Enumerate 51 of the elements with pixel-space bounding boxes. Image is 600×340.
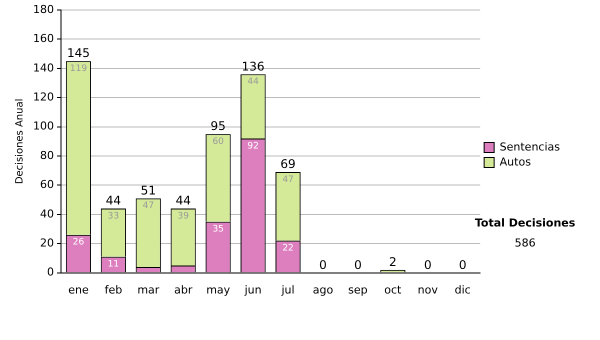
x-tick-label: oct <box>384 283 402 296</box>
y-tick-label: 0 <box>46 266 54 279</box>
text: 586 <box>514 236 536 250</box>
legend-label: Autos <box>500 155 532 168</box>
y-tick-label: 120 <box>32 90 54 104</box>
data-label: 44 <box>247 77 260 88</box>
y-axis-title: Decisiones Anual <box>14 98 26 184</box>
total-label: 44 <box>176 194 191 208</box>
x-tick-label: mar <box>137 283 160 296</box>
data-label: 26 <box>72 238 84 248</box>
x-tick-label: jul <box>280 283 295 296</box>
y-tick-label: 60 <box>40 178 54 192</box>
x-tick-label: ene <box>68 283 89 296</box>
y-tick-label: 40 <box>40 207 54 220</box>
data-label: 22 <box>282 244 294 254</box>
data-label: 35 <box>212 224 224 235</box>
x-tick-label: nov <box>418 283 438 296</box>
total-label: 0 <box>424 258 432 272</box>
total-label: 0 <box>458 258 467 272</box>
total-label: 145 <box>67 46 90 60</box>
y-tick-label: 140 <box>32 61 54 74</box>
data-label: 47 <box>282 174 294 185</box>
total-label: 0 <box>319 258 327 272</box>
x-tick-label: may <box>206 283 231 296</box>
total-label: 51 <box>140 183 156 198</box>
total-label: 44 <box>106 194 122 208</box>
data-label: 39 <box>178 211 190 222</box>
data-label: 11 <box>108 260 120 270</box>
data-label: 33 <box>108 211 120 222</box>
y-tick-label: 20 <box>40 236 54 250</box>
y-tick-label: 80 <box>40 148 54 162</box>
data-label: 119 <box>70 64 88 74</box>
total-label: 69 <box>280 157 296 172</box>
total-label: 136 <box>242 59 265 74</box>
y-tick-label: 180 <box>32 2 54 16</box>
total-label: 2 <box>389 255 397 270</box>
x-tick-label: dic <box>454 283 471 296</box>
x-tick-label: ago <box>312 283 334 296</box>
x-tick-label: abr <box>174 283 193 296</box>
y-tick-label: 100 <box>32 120 54 133</box>
x-tick-label: sep <box>348 283 368 296</box>
y-tick-label: 160 <box>32 32 54 46</box>
legend-label: Sentencias <box>500 140 560 154</box>
data-label: 60 <box>212 136 224 147</box>
data-label: 47 <box>142 201 154 212</box>
total-label: 95 <box>210 119 226 134</box>
data-label: 92 <box>247 141 259 152</box>
x-tick-label: jun <box>244 283 262 296</box>
total-label: 0 <box>354 258 362 272</box>
x-tick-label: feb <box>104 283 122 296</box>
annotation: Total Decisiones <box>474 216 576 230</box>
